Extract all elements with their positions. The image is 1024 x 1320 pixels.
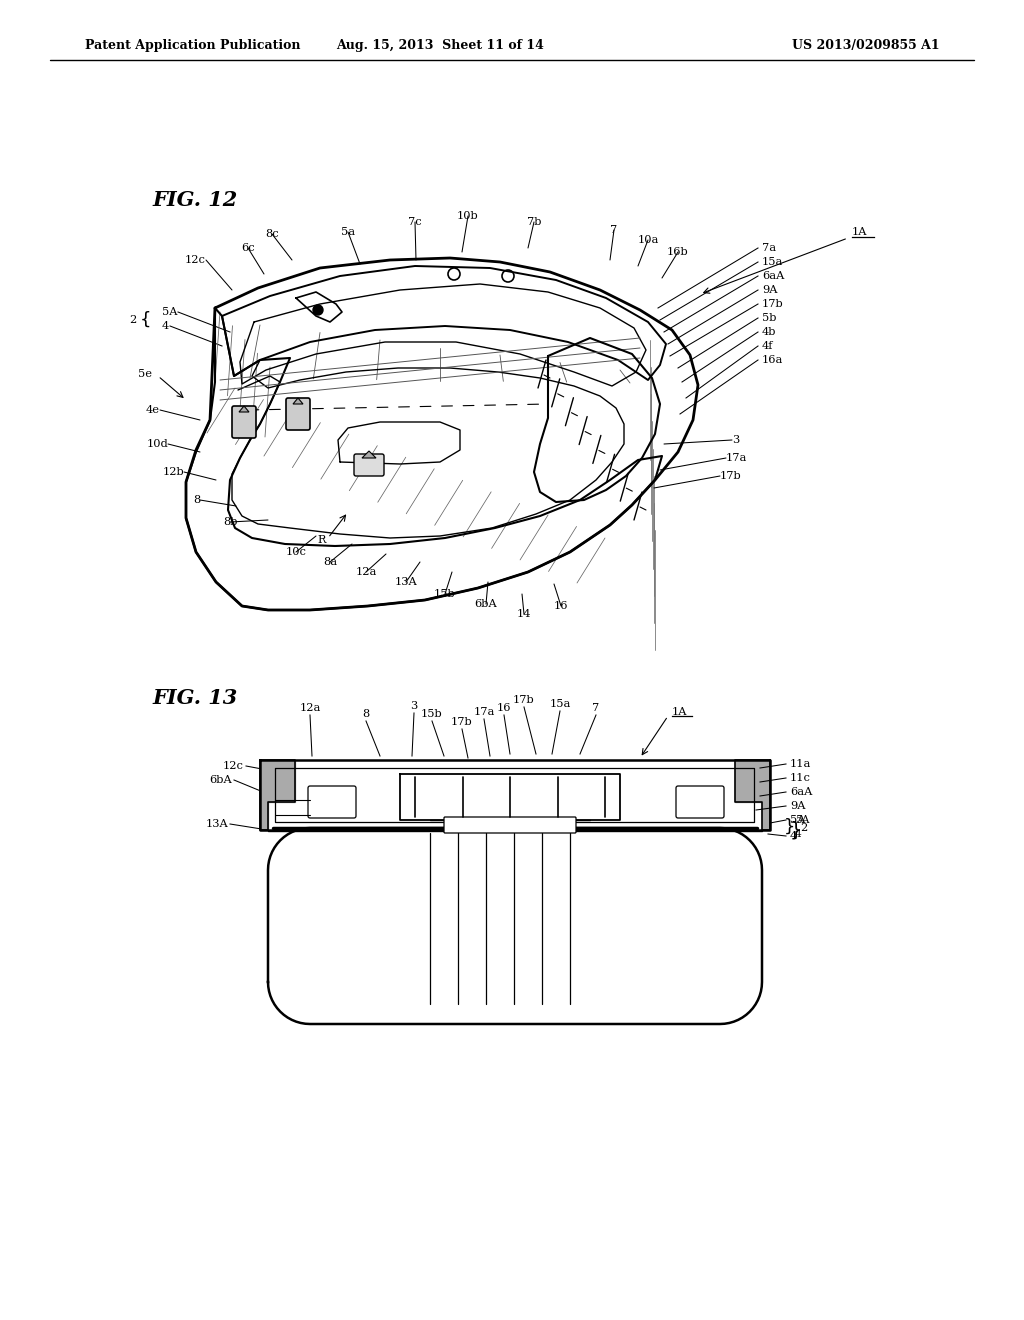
Text: 12b: 12b [162,467,184,477]
Polygon shape [735,760,770,830]
Text: 17a: 17a [726,453,748,463]
Text: 9A: 9A [790,801,806,810]
Text: 5b: 5b [762,313,776,323]
Text: 16a: 16a [762,355,783,366]
Text: 17b: 17b [762,300,783,309]
Text: US 2013/0209855 A1: US 2013/0209855 A1 [793,38,940,51]
Text: }: } [790,821,803,840]
Circle shape [313,305,323,315]
Text: 10b: 10b [457,211,479,220]
Polygon shape [362,451,376,458]
Text: 4: 4 [162,321,169,331]
Text: 16: 16 [497,704,511,713]
Text: 8: 8 [362,709,370,719]
Text: 11a: 11a [790,759,811,770]
Text: 5A: 5A [790,814,806,825]
Text: 5e: 5e [138,370,152,379]
Text: 17b: 17b [452,717,473,727]
Text: R: R [317,535,327,545]
Text: 7: 7 [610,224,617,235]
Text: 8c: 8c [265,228,279,239]
FancyBboxPatch shape [308,785,356,818]
Text: 10a: 10a [637,235,658,246]
FancyBboxPatch shape [286,399,310,430]
Text: 8: 8 [193,495,200,506]
Text: 6bA: 6bA [475,599,498,609]
Text: 8a: 8a [323,557,337,568]
Text: 1A: 1A [672,708,687,717]
Text: 10c: 10c [286,546,306,557]
FancyBboxPatch shape [354,454,384,477]
FancyBboxPatch shape [676,785,724,818]
Text: 4e: 4e [146,405,160,414]
Text: 4f: 4f [762,341,773,351]
Text: 2: 2 [800,822,807,833]
Text: {: { [140,312,152,329]
Text: 3: 3 [732,436,739,445]
Text: 5A: 5A [795,814,809,825]
Text: 2: 2 [129,315,136,325]
FancyBboxPatch shape [232,407,256,438]
Text: 4b: 4b [762,327,776,337]
Text: 15a: 15a [549,700,570,709]
Text: 13A: 13A [205,818,228,829]
Text: 17b: 17b [720,471,741,480]
Text: 12c: 12c [223,762,244,771]
Text: 3: 3 [411,701,418,711]
Text: 13A: 13A [394,577,418,587]
Text: 12c: 12c [185,255,206,265]
Text: 7b: 7b [526,216,542,227]
Text: }: } [784,818,796,836]
Polygon shape [260,760,295,830]
FancyBboxPatch shape [444,817,575,833]
Text: 8b: 8b [223,517,238,527]
Text: 6c: 6c [242,243,255,253]
Text: 5A: 5A [162,308,177,317]
Text: Aug. 15, 2013  Sheet 11 of 14: Aug. 15, 2013 Sheet 11 of 14 [336,38,544,51]
Text: Patent Application Publication: Patent Application Publication [85,38,300,51]
Text: 6aA: 6aA [790,787,812,797]
Text: 7c: 7c [409,216,422,227]
Text: 15b: 15b [421,709,442,719]
Text: 11c: 11c [790,774,811,783]
Text: 1A: 1A [852,227,867,238]
Text: 7: 7 [592,704,600,713]
Text: 15b: 15b [434,589,456,599]
Text: 7a: 7a [762,243,776,253]
Text: 4: 4 [790,832,798,841]
Text: 17a: 17a [473,708,495,717]
Text: 9A: 9A [762,285,777,294]
Text: 16b: 16b [667,247,689,257]
Text: FIG. 13: FIG. 13 [152,688,238,708]
Text: 5a: 5a [341,227,355,238]
Text: 12a: 12a [299,704,321,713]
Text: 6bA: 6bA [209,775,232,785]
Polygon shape [239,407,249,412]
Text: 6aA: 6aA [762,271,784,281]
Text: 4: 4 [795,829,802,840]
Text: 14: 14 [517,609,531,619]
Text: 15a: 15a [762,257,783,267]
Text: 16: 16 [554,601,568,611]
Polygon shape [293,399,303,404]
Text: FIG. 12: FIG. 12 [152,190,238,210]
Text: 17b: 17b [513,696,535,705]
Text: 10d: 10d [146,440,168,449]
Text: 12a: 12a [355,568,377,577]
